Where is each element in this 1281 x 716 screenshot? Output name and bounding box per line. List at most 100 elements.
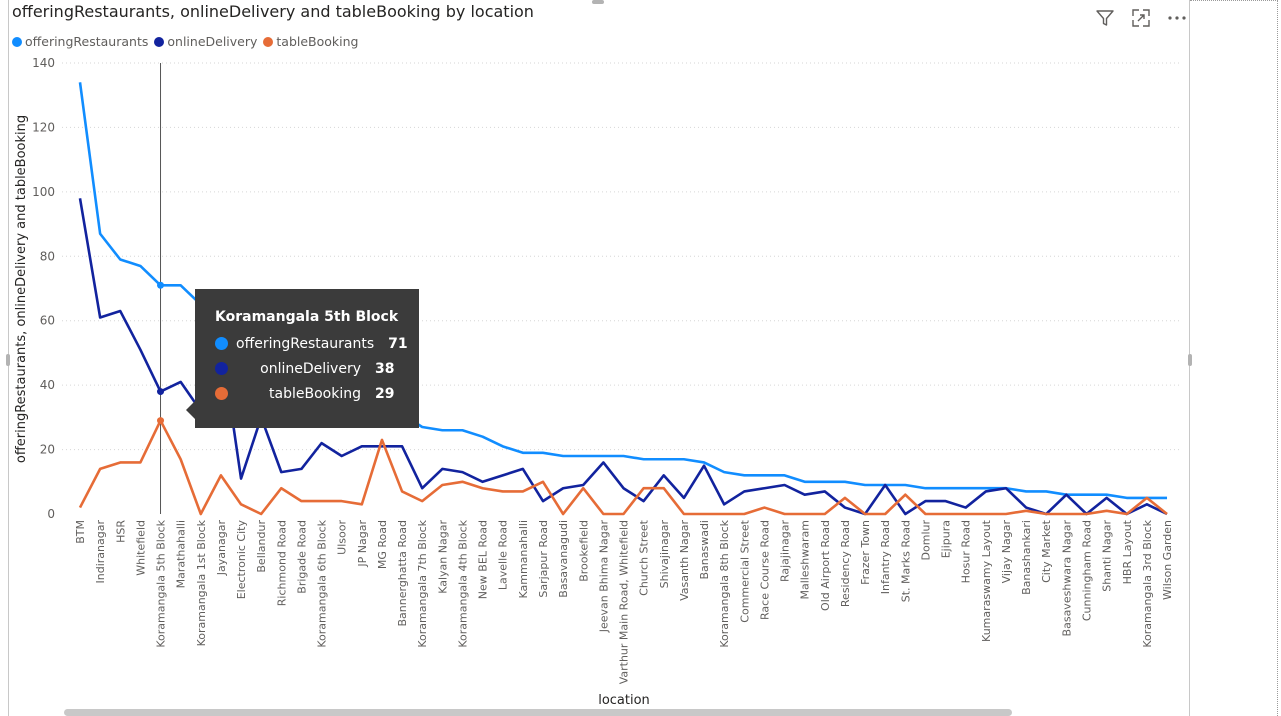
x-tick-label: Koramangala 8th Block	[718, 519, 731, 647]
x-tick-label: Jayanagar	[215, 520, 228, 577]
x-tick-label: Banashankari	[1020, 520, 1033, 595]
y-tick-label: 60	[40, 314, 55, 328]
tooltip-dot-icon	[215, 337, 228, 350]
x-tick-label: Shanti Nagar	[1101, 520, 1114, 592]
y-axis-ticks: 0 20 40 60 80 100 120 140	[32, 56, 55, 521]
x-tick-label: MG Road	[376, 520, 389, 569]
x-tick-label: Rajajinagar	[779, 520, 792, 582]
x-tick-label: Ulsoor	[336, 520, 349, 555]
x-tick-label: Koramangala 1st Block	[195, 519, 208, 646]
data-point-offeringRestaurants[interactable]	[157, 281, 165, 289]
x-tick-label: Koramangala 5th Block	[155, 519, 168, 647]
tooltip-series-value: 29	[375, 385, 395, 402]
y-tick-label: 100	[32, 185, 55, 199]
x-tick-label: Marathahalli	[175, 520, 188, 588]
x-tick-label: Banaswadi	[698, 520, 711, 580]
tooltip-series-name: onlineDelivery	[260, 360, 361, 377]
series-line-tableBooking[interactable]	[78, 419, 1168, 516]
x-tick-label: Ejipura	[940, 520, 953, 558]
x-tick-label: Basaveshwara Nagar	[1060, 520, 1073, 637]
x-tick-label: Infantry Road	[879, 520, 892, 594]
x-tick-label: Bellandur	[255, 520, 268, 573]
y-tick-label: 80	[40, 249, 55, 263]
legend-item-online-delivery[interactable]: onlineDelivery	[154, 34, 257, 49]
x-tick-label: Vijay Nagar	[1000, 520, 1013, 584]
x-tick-label: Richmond Road	[275, 520, 288, 606]
filter-icon[interactable]	[1094, 8, 1116, 28]
x-tick-label: Frazer Town	[859, 520, 872, 585]
x-tick-label: Church Street	[638, 519, 651, 596]
x-tick-label: Brookefield	[577, 520, 590, 582]
more-options-icon[interactable]	[1166, 8, 1188, 28]
x-tick-label: Cunningham Road	[1081, 520, 1094, 621]
gridlines	[62, 62, 1182, 451]
x-tick-label: Wilson Garden	[1161, 520, 1174, 600]
resize-handle-left[interactable]	[6, 354, 10, 366]
x-tick-label: New BEL Road	[477, 520, 490, 599]
data-point-onlineDelivery[interactable]	[157, 388, 165, 396]
x-tick-label: Electronic City	[235, 520, 248, 600]
legend-label: tableBooking	[276, 34, 359, 49]
x-tick-label: HSR	[114, 520, 127, 543]
legend-dot-icon	[263, 36, 274, 47]
tooltip-dot-icon	[215, 362, 228, 375]
tooltip-dot-icon	[215, 387, 228, 400]
resize-handle-right[interactable]	[1188, 354, 1192, 366]
tooltip-series-name: tableBooking	[269, 385, 361, 402]
x-tick-label: Varthur Main Road, Whitefield	[618, 520, 631, 684]
chart-title: offeringRestaurants, onlineDelivery and …	[12, 2, 534, 21]
x-tick-label: Kalyan Nagar	[436, 520, 449, 594]
tooltip-series-value: 38	[375, 360, 395, 377]
x-tick-label: Residency Road	[839, 520, 852, 607]
x-tick-label: Malleshwaram	[799, 520, 812, 600]
x-tick-label: Kumaraswamy Layout	[980, 519, 993, 642]
y-axis-title: offeringRestaurants, onlineDelivery and …	[14, 115, 29, 463]
tooltip-row-table-booking: tableBooking 29	[215, 381, 399, 406]
y-tick-label: 140	[32, 56, 55, 70]
x-tick-label: Sarjapur Road	[537, 520, 550, 598]
legend-item-offering-restaurants[interactable]: offeringRestaurants	[12, 34, 148, 49]
tooltip-row-online-delivery: onlineDelivery 38	[215, 356, 399, 381]
x-tick-label: Indiranagar	[94, 520, 107, 584]
canvas-edge-right	[1277, 0, 1279, 716]
x-tick-label: Koramangala 4th Block	[456, 519, 469, 647]
x-axis-ticks: BTM Indiranagar HSR Whitefield Koramangala 5…	[74, 519, 1174, 684]
data-point-tableBooking[interactable]	[157, 417, 165, 425]
visual-toolbar	[1094, 8, 1188, 28]
x-tick-label: Whitefield	[134, 520, 147, 576]
legend-dot-icon	[154, 36, 165, 47]
hover-markers	[157, 281, 165, 425]
tooltip-row-offering-restaurants: offeringRestaurants 71	[215, 331, 408, 356]
x-tick-label: St. Marks Road	[899, 520, 912, 602]
legend-item-table-booking[interactable]: tableBooking	[263, 34, 359, 49]
legend-label: onlineDelivery	[167, 34, 258, 49]
x-tick-label: Koramangala 6th Block	[316, 519, 329, 647]
resize-handle-top[interactable]	[592, 0, 604, 4]
x-tick-label: City Market	[1040, 519, 1053, 583]
x-tick-label: Domlur	[919, 520, 932, 561]
x-tick-label: Old Airport Road	[819, 520, 832, 611]
x-tick-label: Race Course Road	[758, 520, 771, 620]
x-tick-label: HBR Layout	[1121, 519, 1134, 584]
tooltip-series-name: offeringRestaurants	[236, 335, 375, 352]
y-tick-label: 40	[40, 378, 55, 392]
horizontal-scrollbar[interactable]	[64, 709, 1012, 716]
x-tick-label: BTM	[74, 520, 87, 544]
x-tick-label: Brigade Road	[295, 520, 308, 594]
x-tick-label: Koramangala 7th Block	[416, 519, 429, 647]
y-tick-label: 20	[40, 443, 55, 457]
x-axis-title: location	[598, 693, 650, 708]
x-tick-label: Basavanagudi	[557, 520, 570, 598]
x-tick-label: Shivajinagar	[658, 520, 671, 589]
y-tick-label: 0	[47, 507, 55, 521]
canvas-edge-top	[1190, 0, 1278, 2]
y-tick-label: 120	[32, 120, 55, 134]
x-tick-label: Kammanahalli	[517, 520, 530, 599]
x-tick-label: Commercial Street	[738, 519, 751, 622]
x-tick-label: JP Nagar	[356, 520, 369, 568]
x-tick-label: Jeevan Bhima Nagar	[597, 520, 610, 634]
legend-dot-icon	[12, 36, 22, 47]
x-tick-label: Vasanth Nagar	[678, 520, 691, 601]
focus-mode-icon[interactable]	[1130, 8, 1152, 28]
